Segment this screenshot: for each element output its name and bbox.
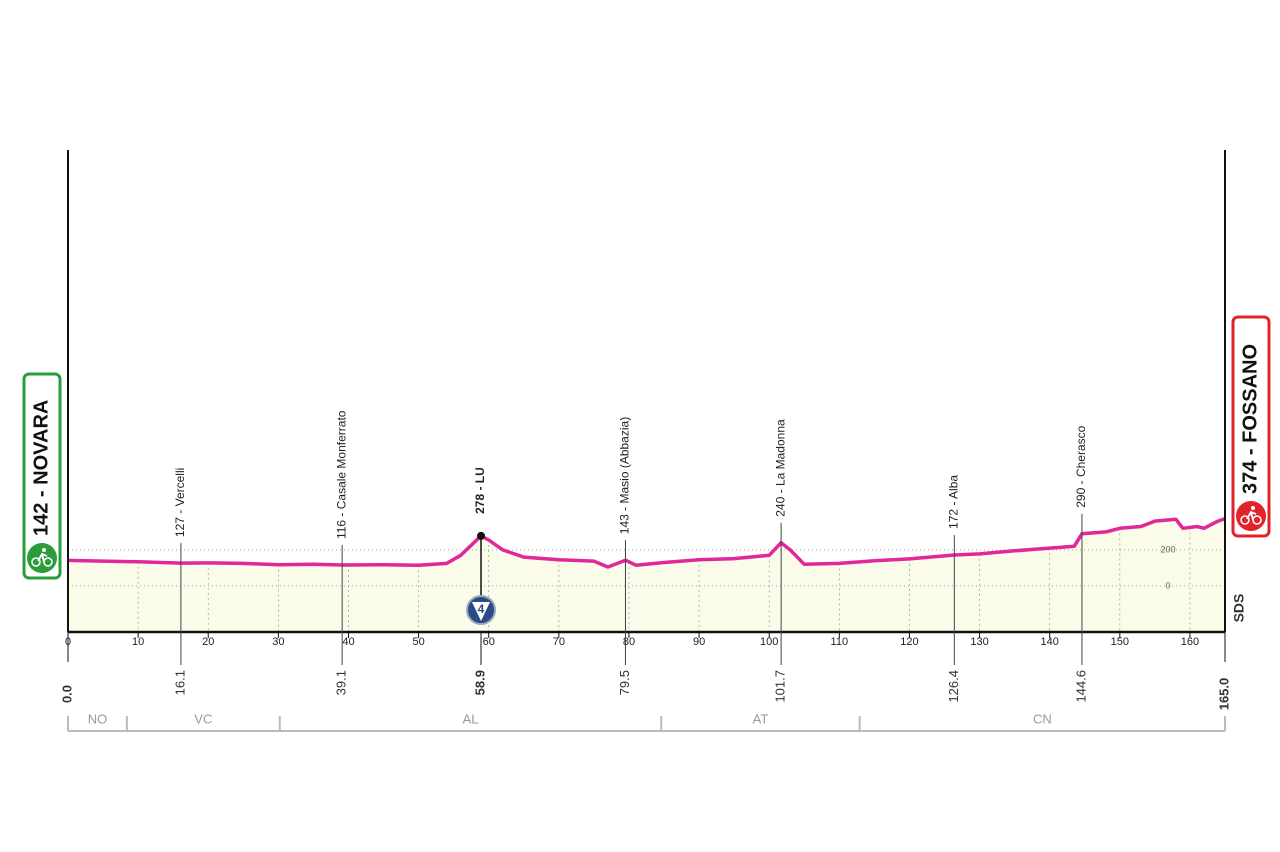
waypoint-km: 58.9: [472, 670, 487, 695]
waypoint-km: 39.1: [334, 670, 349, 695]
start-icon-wheel: [31, 557, 41, 567]
x-tick-label: 120: [900, 636, 918, 648]
region-label: CN: [1033, 711, 1052, 726]
region-label: NO: [88, 711, 108, 726]
summit-dot: [477, 531, 486, 540]
x-tick-label: 70: [553, 636, 565, 648]
x-tick-label: 60: [483, 636, 495, 648]
start-icon-head: [42, 548, 46, 552]
region-label: VC: [194, 711, 212, 726]
waypoint-km: 144.6: [1073, 670, 1088, 703]
start-icon-rider: [37, 552, 48, 563]
x-tick-label: 30: [272, 636, 284, 648]
x-tick-label: 80: [623, 636, 635, 648]
waypoint-label: 116 - Casale Monferrato: [334, 410, 348, 539]
waypoint-label: 172 - Alba: [947, 475, 961, 529]
x-tick-label: 10: [132, 636, 144, 648]
waypoint-label: 240 - La Madonna: [773, 419, 787, 517]
endpoint-km: 165.0: [1216, 678, 1231, 711]
x-tick-label: 90: [693, 636, 705, 648]
endpoint-km: 0.0: [59, 685, 74, 703]
logo: SDS: [1231, 594, 1247, 623]
finish-label: 374 - FOSSANO: [1239, 344, 1261, 494]
profile-line: [67, 516, 1226, 569]
x-tick-label: 130: [970, 636, 988, 648]
x-tick-label: 100: [760, 636, 778, 648]
start-badge: [22, 372, 62, 580]
waypoint-label: 278 - LU: [473, 467, 487, 514]
waypoint-km: 126.4: [946, 670, 961, 703]
finish-badge: [1231, 315, 1271, 538]
area-fill: [68, 518, 1225, 632]
region-label: AT: [753, 711, 769, 726]
finish-icon-wheel: [1240, 515, 1250, 525]
y-tick-label: 200: [1160, 544, 1175, 554]
x-tick-label: 50: [412, 636, 424, 648]
x-tick-label: 140: [1041, 636, 1059, 648]
region-label: AL: [463, 711, 479, 726]
climb-chevron: [472, 602, 491, 621]
waypoint-label: 127 - Vercelli: [173, 468, 187, 537]
finish-icon-rider: [1246, 510, 1257, 521]
x-tick-label: 110: [831, 636, 849, 648]
climb-category: 4: [478, 602, 485, 616]
finish-icon: [1236, 501, 1266, 531]
x-tick-label: 20: [202, 636, 214, 648]
waypoint-label: 290 - Cherasco: [1074, 425, 1088, 507]
x-tick-label: 40: [342, 636, 354, 648]
waypoint-km: 16.1: [172, 670, 187, 695]
finish-icon-head: [1251, 506, 1255, 510]
start-icon: [27, 543, 57, 573]
waypoint-label: 143 - Masio (Abbazia): [618, 417, 632, 534]
x-tick-label: 160: [1181, 636, 1199, 648]
waypoint-km: 79.5: [617, 670, 632, 695]
x-tick-label: 150: [1111, 636, 1129, 648]
waypoint-km: 101.7: [773, 670, 788, 703]
start-label: 142 - NOVARA: [30, 400, 52, 536]
y-tick-label: 0: [1165, 580, 1170, 590]
